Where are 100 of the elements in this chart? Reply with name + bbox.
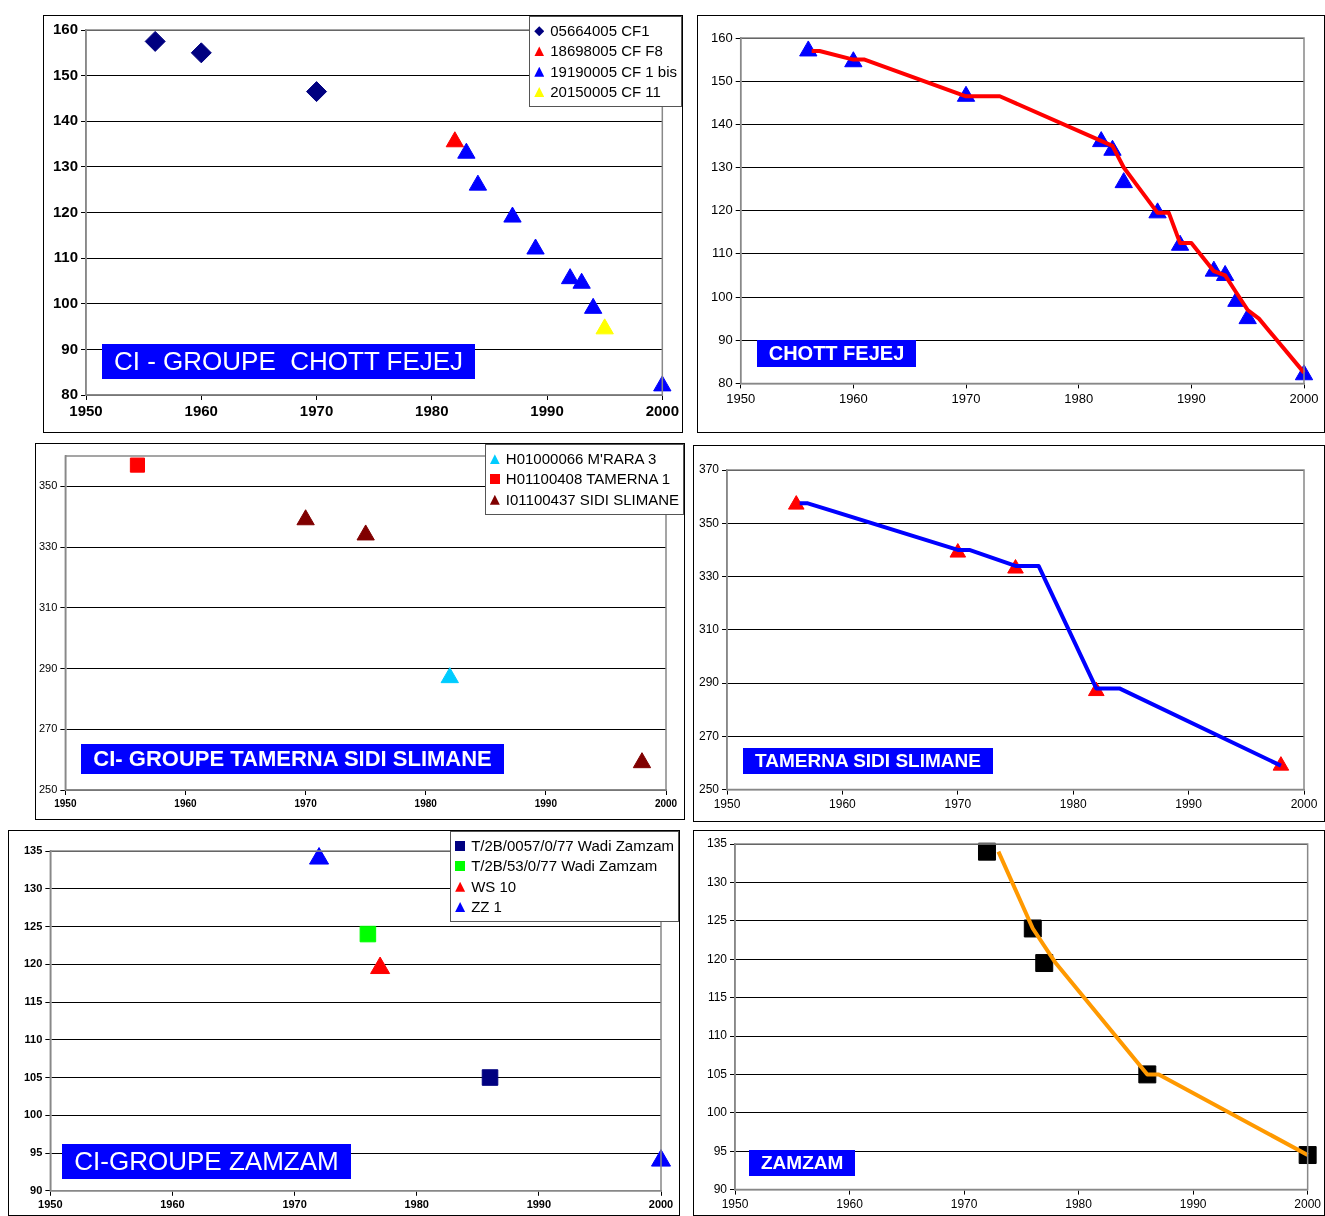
y-tick-label: 95 xyxy=(713,1143,728,1158)
text: ZAMZAM xyxy=(749,1149,856,1176)
legend-label: T/2B/0057/0/77 Wadi Zamzam xyxy=(471,836,674,856)
y-tick-label: 330 xyxy=(698,568,720,583)
y-tick-label: 80 xyxy=(61,385,79,403)
point xyxy=(445,131,465,148)
y-tick-label: 120 xyxy=(710,202,733,218)
x-tick-label: 1980 xyxy=(414,797,438,809)
x-tick-label: 1980 xyxy=(415,402,449,420)
x-tick-label: 1980 xyxy=(404,1198,429,1211)
legend-label: T/2B/53/0/77 Wadi Zamzam xyxy=(471,856,658,877)
point xyxy=(356,524,375,541)
y-tick-label: 290 xyxy=(698,675,720,690)
y-tick-label: 110 xyxy=(711,245,733,261)
y-tick-label: 115 xyxy=(707,989,728,1004)
y-tick-label: 95 xyxy=(30,1146,43,1159)
y-tick-label: 80 xyxy=(718,374,733,390)
point xyxy=(503,206,522,223)
legend-label: H01000066 M'RARA 3 xyxy=(505,449,657,469)
x-tick-label: 2000 xyxy=(645,402,679,420)
point xyxy=(526,238,545,255)
x-tick-label: 1980 xyxy=(1065,1197,1093,1212)
point xyxy=(468,174,488,191)
y-tick-label: 150 xyxy=(710,72,733,88)
x-tick-label: 1960 xyxy=(836,1197,864,1212)
x-tick-label: 1970 xyxy=(950,1197,978,1212)
point xyxy=(1114,172,1133,189)
point xyxy=(632,752,652,769)
y-tick-label: 120 xyxy=(706,951,728,966)
legend-label: 18698005 CF F8 xyxy=(550,41,663,62)
x-tick-label: 1950 xyxy=(713,797,741,812)
x-tick-label: 1950 xyxy=(38,1198,63,1211)
y-tick-label: 110 xyxy=(24,1032,43,1045)
point xyxy=(584,297,603,314)
y-tick-label: 270 xyxy=(38,722,58,735)
point xyxy=(306,81,328,103)
legend-label: 20150005 CF 11 xyxy=(550,81,661,102)
y-tick-label: 90 xyxy=(713,1181,728,1196)
y-tick-label: 115 xyxy=(24,995,43,1008)
x-tick-label: 2000 xyxy=(1294,1197,1322,1212)
text: TAMERNA SIDI SLIMANE xyxy=(743,747,993,774)
point xyxy=(595,318,614,335)
x-tick-label: 1960 xyxy=(174,797,198,809)
point xyxy=(309,847,330,865)
point xyxy=(799,40,818,57)
x-tick-label: 1980 xyxy=(1064,390,1094,406)
y-tick-label: 110 xyxy=(707,1028,728,1043)
point xyxy=(457,142,476,159)
legend-label: I01100437 SIDI SLIMANE xyxy=(505,489,679,510)
y-tick-label: 350 xyxy=(698,515,720,530)
point xyxy=(190,42,212,64)
point xyxy=(370,956,391,975)
point xyxy=(144,30,166,52)
y-tick-label: 160 xyxy=(710,29,733,45)
x-tick-label: 1970 xyxy=(299,402,334,420)
x-tick-label: 2000 xyxy=(1289,390,1319,406)
legend-label: ZZ 1 xyxy=(471,896,502,917)
y-tick-label: 100 xyxy=(706,1105,728,1120)
x-tick-label: 1950 xyxy=(726,390,756,406)
y-tick-label: 140 xyxy=(710,115,733,131)
y-tick-label: 250 xyxy=(698,781,720,796)
y-tick-label: 350 xyxy=(38,479,58,492)
point xyxy=(560,268,580,285)
x-tick-label: 1990 xyxy=(526,1198,552,1211)
x-tick-label: 1990 xyxy=(1176,390,1206,406)
y-tick-label: 135 xyxy=(706,836,728,851)
y-tick-label: 130 xyxy=(710,159,733,175)
y-tick-label: 130 xyxy=(23,881,43,894)
x-tick-label: 1950 xyxy=(721,1197,749,1212)
point xyxy=(572,272,591,289)
y-tick-label: 370 xyxy=(698,462,720,477)
y-tick-label: 310 xyxy=(38,600,58,613)
x-tick-label: 1970 xyxy=(282,1198,307,1211)
legend-label: H01100408 TAMERNA 1 xyxy=(505,469,671,490)
y-tick-label: 290 xyxy=(38,661,58,674)
y-tick-label: 130 xyxy=(706,874,728,889)
y-tick-label: 270 xyxy=(698,728,720,743)
x-tick-label: 1970 xyxy=(944,797,972,812)
y-tick-label: 150 xyxy=(53,65,79,83)
x-tick-label: 1950 xyxy=(69,402,103,420)
x-tick-label: 2000 xyxy=(654,797,678,809)
y-tick-label: 90 xyxy=(61,339,79,357)
y-tick-label: 120 xyxy=(53,202,79,220)
point xyxy=(787,495,805,510)
x-tick-label: 1990 xyxy=(1179,1197,1207,1212)
x-tick-label: 1990 xyxy=(534,797,558,809)
y-tick-label: 310 xyxy=(698,622,720,637)
y-tick-label: 125 xyxy=(706,913,728,928)
text: CI- GROUPE TAMERNA SIDI SLIMANE xyxy=(81,744,504,774)
y-tick-label: 90 xyxy=(30,1183,43,1196)
x-tick-label: 1960 xyxy=(838,390,868,406)
x-tick-label: 1960 xyxy=(160,1198,185,1211)
legend-label: 05664005 CF1 xyxy=(550,21,650,41)
y-tick-label: 140 xyxy=(53,111,79,129)
x-tick-label: 1960 xyxy=(184,402,218,420)
point xyxy=(1035,954,1054,973)
x-tick-label: 1980 xyxy=(1059,797,1087,812)
x-tick-label: 1970 xyxy=(294,797,318,809)
x-tick-label: 1960 xyxy=(829,797,857,812)
x-tick-label: 1990 xyxy=(530,402,564,420)
